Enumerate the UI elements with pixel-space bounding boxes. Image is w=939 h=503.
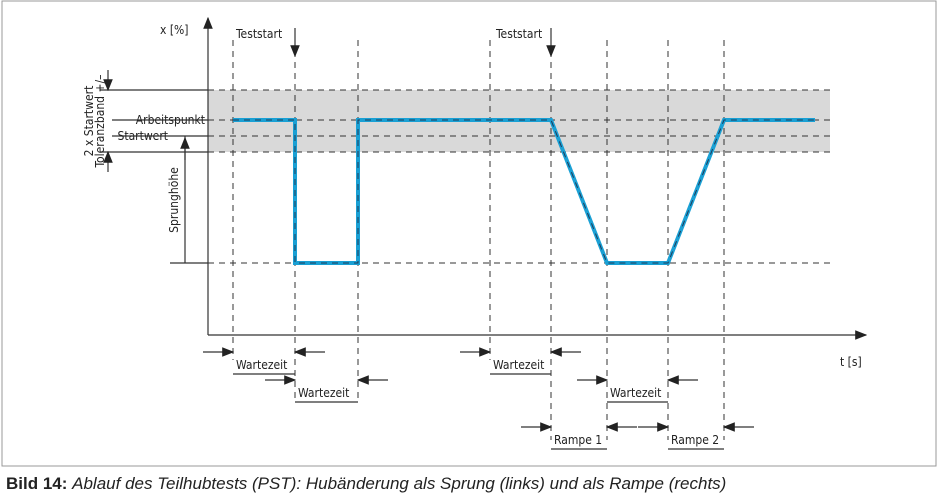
y-axis-label: x [%] [160,23,189,37]
interval-label: Wartezeit [493,358,544,372]
interval-arrows: Wartezeit Wartezeit Wartezeit Wartezeit Ramp… [203,347,754,450]
level-label: Toleranzband +/– [93,74,107,168]
level-label: Sprunghöhe [167,167,181,233]
axes [203,16,868,340]
diagram: Wartezeit Wartezeit Wartezeit Wartezeit Ramp… [1,0,937,467]
signal [233,118,815,265]
teststart-label: Teststart [235,27,282,41]
caption-label: Bild 14: [6,474,68,493]
frame [1,0,937,467]
interval-label: Wartezeit [236,358,287,372]
interval-label: Wartezeit [610,386,661,400]
interval-label: Rampe 1 [554,433,602,447]
x-axis-label: t [s] [840,355,862,369]
interval-label: Rampe 2 [671,433,719,447]
level-label: Startwert [117,129,168,143]
caption: Bild 14: Ablauf des Teilhubtests (PST): … [6,474,726,494]
caption-text: Ablauf des Teilhubtests (PST): Hubänderu… [72,474,727,493]
level-label: Arbeitspunkt [136,113,205,127]
interval-label: Wartezeit [298,386,349,400]
level-markers [100,28,556,264]
teststart-label: Teststart [495,27,542,41]
level-label: 2 x Startwert [82,86,96,157]
